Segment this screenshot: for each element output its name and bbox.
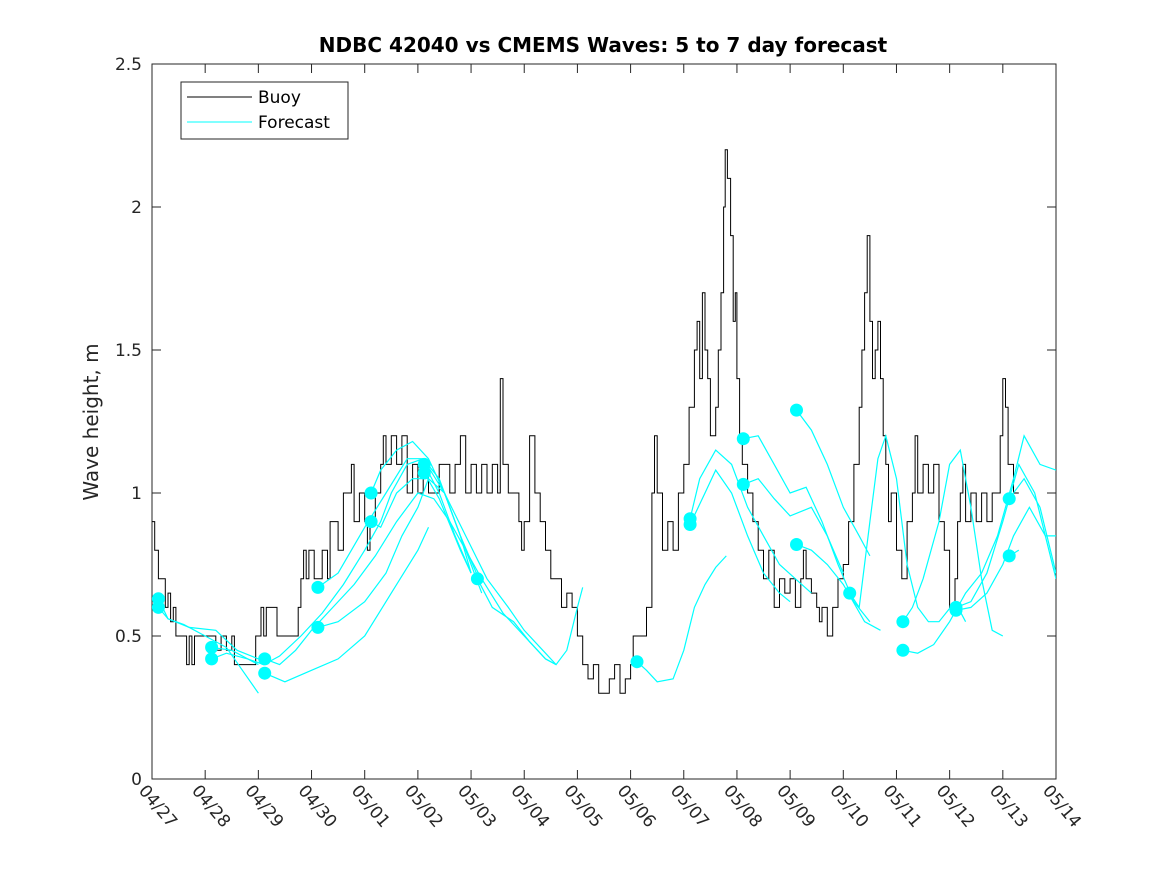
chart-title: NDBC 42040 vs CMEMS Waves: 5 to 7 day fo…	[319, 33, 888, 57]
series-forecast-line	[370, 440, 472, 574]
forecast-start-marker	[205, 652, 219, 666]
legend-buoy-label: Buoy	[258, 88, 301, 108]
x-tick-label: 04/28	[187, 781, 234, 831]
forecast-start-marker	[736, 477, 750, 491]
series-forecast-line	[264, 492, 557, 666]
forecast-start-marker	[470, 572, 484, 586]
legend-box	[180, 81, 349, 140]
x-tick-label: 05/02	[400, 781, 447, 831]
x-tick-label: 05/10	[825, 781, 872, 831]
x-tick-label: 04/27	[134, 781, 181, 831]
x-tick-label: 05/05	[560, 781, 607, 831]
y-axis-label: Wave height, m	[79, 343, 103, 500]
x-tick-label: 05/06	[613, 781, 660, 831]
forecast-start-marker	[790, 538, 803, 551]
legend: Buoy Forecast	[180, 81, 349, 140]
series-forecast-line	[423, 464, 472, 574]
series-forecast-line	[476, 578, 557, 666]
series-forecast-line	[689, 468, 791, 603]
forecast-start-marker	[311, 620, 325, 634]
series-forecast-line	[796, 543, 881, 631]
forecast-start-marker	[896, 615, 910, 629]
series-forecast-line	[902, 448, 1004, 637]
forecast-start-marker	[683, 518, 697, 531]
series-forecast-line	[902, 434, 1056, 654]
forecast-start-marker	[311, 580, 325, 594]
series-forecast-line	[689, 449, 812, 594]
x-tick-label: 05/09	[772, 781, 819, 831]
series-forecast-line	[636, 555, 727, 683]
x-tick-label: 05/08	[719, 781, 766, 831]
series-forecast-line	[743, 477, 844, 574]
y-tick-label: 2	[131, 198, 142, 218]
forecast-start-marker	[1002, 492, 1016, 506]
forecast-start-marker	[417, 466, 431, 480]
x-tick-label: 05/14	[1038, 781, 1085, 831]
forecast-start-marker	[258, 666, 272, 680]
forecast-start-marker	[736, 432, 750, 446]
forecast-start-marker	[258, 652, 272, 666]
plot-area: 00.511.522.504/27 04/28 04/29 04/30 05/01 05/…	[115, 55, 1085, 832]
series-forecast-line	[423, 472, 472, 574]
forecast-start-marker	[843, 586, 857, 600]
forecast-start-marker	[790, 403, 803, 417]
series-forecast-line	[1008, 477, 1056, 574]
y-tick-label: 1.5	[115, 341, 142, 361]
y-tick-label: 2.5	[115, 55, 142, 75]
x-tick-label: 05/04	[506, 781, 553, 831]
x-tick-label: 05/03	[453, 781, 500, 831]
y-tick-label: 0.5	[115, 627, 142, 647]
series-forecast-line	[264, 527, 430, 683]
x-tick-label: 05/01	[347, 781, 394, 831]
forecast-start-marker	[364, 515, 378, 529]
y-tick-label: 0	[131, 770, 142, 790]
forecast-start-marker	[364, 486, 378, 500]
axes-box	[151, 63, 1057, 780]
x-tick-label: 05/11	[879, 781, 926, 831]
series-forecast-line	[157, 598, 259, 660]
x-tick-label: 05/07	[666, 781, 713, 831]
series-forecast-line	[211, 646, 259, 666]
series-forecast-line	[317, 458, 584, 666]
legend-forecast-label: Forecast	[258, 113, 330, 133]
x-tick-label: 05/12	[932, 781, 979, 831]
series-forecast-line	[370, 478, 424, 529]
series-forecast-line	[796, 409, 871, 557]
series-buoy-line	[152, 149, 1019, 694]
x-tick-label: 05/13	[985, 781, 1032, 831]
series-forecast-line	[849, 433, 967, 623]
forecast-start-marker	[151, 592, 165, 606]
forecast-start-marker	[205, 640, 219, 654]
forecast-start-marker	[896, 643, 910, 657]
forecast-start-marker	[949, 603, 963, 617]
x-tick-label: 04/30	[294, 781, 341, 831]
x-tick-label: 04/29	[241, 781, 288, 831]
forecast-start-marker	[630, 655, 644, 669]
forecast-start-marker	[1002, 549, 1016, 563]
y-tick-label: 1	[131, 484, 142, 504]
series-forecast-line	[955, 462, 1056, 608]
